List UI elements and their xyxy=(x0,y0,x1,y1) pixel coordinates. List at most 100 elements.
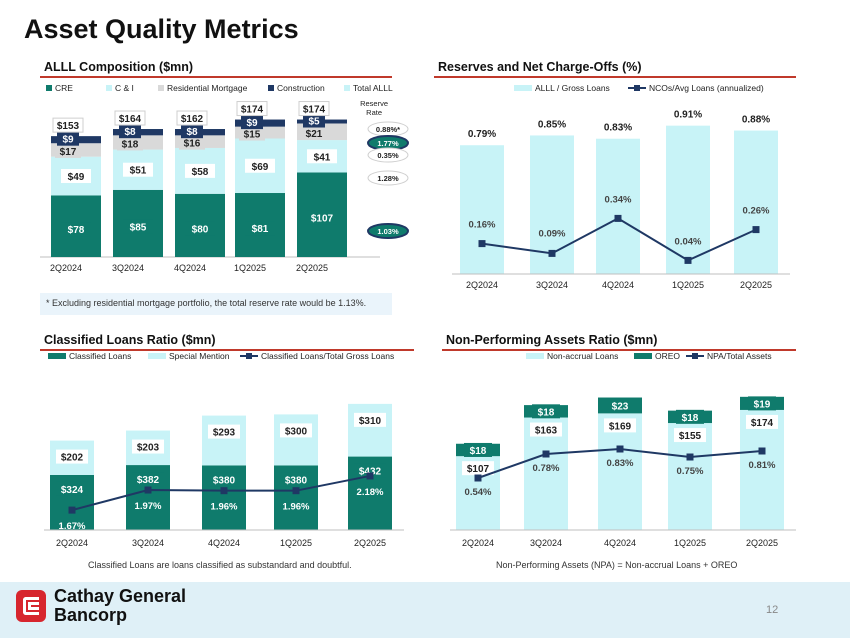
alll-reserve-header-2: Rate xyxy=(366,108,382,117)
npa-ratio-label-3: 0.75% xyxy=(677,466,704,477)
alll-legend-2: Residential Mortgage xyxy=(167,83,248,93)
res-bar-label-0: 0.79% xyxy=(468,129,496,140)
npa-xtick-1: 3Q2024 xyxy=(530,538,562,548)
npa-legend-0-swatch xyxy=(526,353,544,359)
npa-nonaccrual-label-4: $174 xyxy=(751,418,774,429)
alll-legend-0-swatch xyxy=(46,85,52,91)
npa-ratio-label-4: 0.81% xyxy=(749,460,776,471)
res-nco-label-4: 0.26% xyxy=(743,206,770,217)
npa-title: Non-Performing Assets Ratio ($mn) xyxy=(446,333,658,347)
npa-xtick-2: 4Q2024 xyxy=(604,538,636,548)
classified-title: Classified Loans Ratio ($mn) xyxy=(44,333,216,347)
alll-label-cre-3-box xyxy=(245,221,275,236)
cls-ratio-point-3 xyxy=(292,487,300,495)
alll-total-0: $153 xyxy=(57,121,80,132)
alll-xtick-2: 4Q2024 xyxy=(174,263,206,273)
res-nco-point-2 xyxy=(614,214,622,222)
alll-xtick-4: 2Q2025 xyxy=(296,263,328,273)
cls-special-label-4-box xyxy=(354,412,386,427)
cathay-logo-icon xyxy=(16,590,46,622)
cls-legend-1-swatch xyxy=(148,353,166,359)
alll-label-ci-3-box xyxy=(245,158,275,173)
npa-xtick-0: 2Q2024 xyxy=(462,538,494,548)
cls-classified-label-1: $382 xyxy=(137,475,160,486)
alll-label-ci-0: $49 xyxy=(68,172,85,183)
alll-legend-3: Construction xyxy=(277,83,325,93)
cls-ratio-point-0 xyxy=(68,506,76,514)
alll-label-ci-1: $51 xyxy=(130,166,147,177)
cls-special-label-0: $202 xyxy=(61,453,84,464)
cls-xtick-3: 1Q2025 xyxy=(280,538,312,548)
reserves-rule xyxy=(434,76,796,78)
alll-legend-3-swatch xyxy=(268,85,274,91)
cls-xtick-1: 3Q2024 xyxy=(132,538,164,548)
res-xtick-2: 4Q2024 xyxy=(602,280,634,290)
cls-special-label-1: $203 xyxy=(137,443,160,454)
alll-label-cre-1-box xyxy=(123,219,153,234)
alll-footnote: * Excluding residential mortgage portfol… xyxy=(40,293,392,315)
alll-reserve-rate-0: 0.88%* xyxy=(376,125,400,134)
alll-label-resi-0: $17 xyxy=(60,147,77,158)
npa-bar-nonaccrual-2 xyxy=(598,413,642,530)
npa-xtick-3: 1Q2025 xyxy=(674,538,706,548)
npa-bar-nonaccrual-4 xyxy=(740,409,784,530)
npa-footnote: Non-Performing Assets (NPA) = Non-accrua… xyxy=(496,560,738,570)
alll-total-1-box xyxy=(114,110,146,126)
alll-reserve-rate-2: 0.35% xyxy=(377,151,399,160)
res-nco-point-1 xyxy=(548,249,556,257)
npa-oreo-label-0-box xyxy=(464,442,492,457)
cls-special-label-4: $310 xyxy=(359,416,382,427)
npa-legend-1-swatch xyxy=(634,353,652,359)
alll-reserve-pill-2 xyxy=(367,147,409,163)
alll-label-cre-2-box xyxy=(185,221,215,236)
res-xtick-4: 2Q2025 xyxy=(740,280,772,290)
npa-oreo-label-3-box xyxy=(676,409,704,424)
cls-special-label-2: $293 xyxy=(213,428,236,439)
alll-label-cons-0-box xyxy=(57,131,79,146)
npa-legend-2-marker xyxy=(692,353,698,359)
npa-nonaccrual-label-3: $155 xyxy=(679,431,702,442)
res-xtick-0: 2Q2024 xyxy=(466,280,498,290)
cls-bar-special-3 xyxy=(274,414,318,466)
cls-bar-special-2 xyxy=(202,415,246,466)
npa-nonaccrual-label-4-box xyxy=(746,414,778,429)
cls-special-label-3-box xyxy=(280,423,312,438)
cls-classified-label-3: $380 xyxy=(285,475,308,486)
cls-classified-label-0: $324 xyxy=(61,485,84,496)
alll-label-cre-3: $81 xyxy=(252,224,269,235)
page-number: 12 xyxy=(766,604,779,616)
page-title: Asset Quality Metrics xyxy=(24,14,299,44)
cls-ratio-point-2 xyxy=(220,487,228,495)
npa-legend-0: Non-accrual Loans xyxy=(547,351,618,361)
cls-classified-label-0-box xyxy=(56,481,88,496)
res-nco-label-3: 0.04% xyxy=(675,236,702,247)
alll-title: ALLL Composition ($mn) xyxy=(44,60,194,74)
alll-label-ci-0-box xyxy=(61,169,91,184)
cls-ratio-label-4: 2.18% xyxy=(357,487,384,498)
res-bar-2 xyxy=(596,138,640,274)
alll-label-resi-2: $16 xyxy=(184,139,201,150)
res-bar-label-1: 0.85% xyxy=(538,119,566,130)
cls-legend-1: Special Mention xyxy=(169,351,230,361)
alll-label-cons-4: $5 xyxy=(308,117,320,128)
alll-label-cons-1-box xyxy=(119,124,141,139)
cls-bar-special-4 xyxy=(348,403,392,457)
alll-total-4-box xyxy=(298,101,330,117)
alll-label-ci-2: $58 xyxy=(192,167,209,178)
alll-reserve-rate-3: 1.28% xyxy=(377,174,399,183)
npa-nonaccrual-label-0: $107 xyxy=(467,464,490,475)
alll-reserve-rate-4: 1.03% xyxy=(377,227,399,236)
alll-label-ci-1-box xyxy=(123,162,153,177)
alll-label-cre-0-box xyxy=(61,222,91,237)
alll-label-cre-1: $85 xyxy=(130,222,147,233)
npa-oreo-label-0: $18 xyxy=(470,446,487,457)
cls-special-label-1-box xyxy=(132,439,164,454)
npa-xtick-4: 2Q2025 xyxy=(746,538,778,548)
res-bar-3 xyxy=(666,125,710,274)
alll-legend-2-swatch xyxy=(158,85,164,91)
alll-xtick-0: 2Q2024 xyxy=(50,263,82,273)
alll-legend-1: C & I xyxy=(115,83,134,93)
alll-label-resi-3-box xyxy=(239,126,265,141)
cls-classified-label-3-box xyxy=(280,472,312,487)
